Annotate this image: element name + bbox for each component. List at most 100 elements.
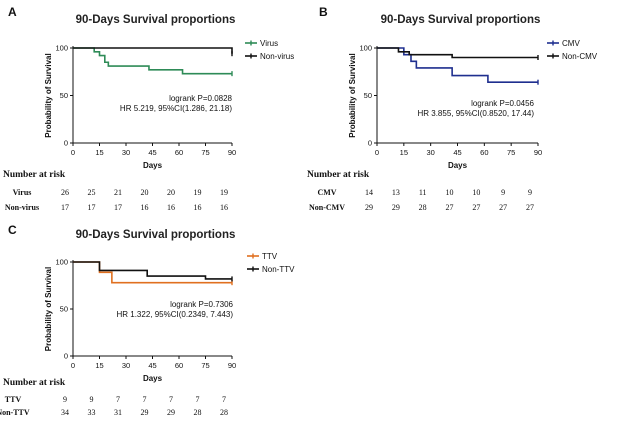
stat-annotation: HR 3.855, 95%CI(0.8520, 17.44) [417, 109, 534, 118]
x-tick-label: 30 [122, 148, 130, 157]
risk-count: 26 [61, 188, 69, 197]
x-tick-label: 0 [71, 148, 75, 157]
risk-count: 7 [169, 395, 173, 404]
legend-label: Virus [260, 39, 278, 48]
risk-count: 25 [88, 188, 96, 197]
risk-count: 27 [446, 203, 454, 212]
survival-curve-non-virus [73, 47, 233, 54]
risk-row-label: CMV [317, 188, 336, 197]
risk-count: 20 [167, 188, 175, 197]
x-tick-label: 60 [480, 148, 488, 157]
legend-label: Non-TTV [262, 265, 295, 274]
legend-label: Non-virus [260, 52, 294, 61]
legend-label: CMV [562, 39, 580, 48]
panel-letter: C [8, 223, 17, 237]
stat-annotation: HR 5.219, 95%CI(1.286, 21.18) [120, 104, 232, 113]
risk-count: 21 [114, 188, 122, 197]
legend-label: TTV [262, 252, 278, 261]
risk-count: 10 [446, 188, 454, 197]
risk-count: 29 [365, 203, 373, 212]
y-tick-label: 100 [55, 44, 68, 53]
survival-curve-non-ttv [73, 261, 232, 280]
survival-curve-cmv [377, 47, 538, 83]
risk-row-label: Virus [13, 188, 32, 197]
risk-count: 28 [194, 408, 202, 417]
risk-table-header: Number at risk [3, 378, 66, 388]
x-tick-label: 75 [201, 148, 209, 157]
risk-table-header: Number at risk [307, 170, 370, 180]
chart-title: 90-Days Survival proportions [76, 14, 236, 26]
x-tick-label: 75 [507, 148, 515, 157]
stat-annotation: logrank P=0.7306 [170, 300, 233, 309]
risk-count: 27 [499, 203, 507, 212]
risk-count: 16 [194, 203, 202, 212]
risk-count: 33 [88, 408, 96, 417]
survival-curve-non-cmv [377, 47, 538, 59]
risk-row-label: Non-virus [5, 203, 39, 212]
stat-annotation: HR 1.322, 95%CI(0.2349, 7.443) [116, 310, 233, 319]
risk-count: 10 [472, 188, 480, 197]
stat-annotation: logrank P=0.0456 [471, 99, 534, 108]
risk-count: 29 [392, 203, 400, 212]
x-tick-label: 15 [400, 148, 408, 157]
y-axis-label: Probability of Survival [348, 53, 357, 137]
x-tick-label: 60 [175, 148, 183, 157]
x-axis-label: Days [448, 161, 468, 170]
y-tick-label: 0 [64, 139, 68, 148]
survival-curve-virus [73, 47, 232, 75]
risk-count: 17 [88, 203, 96, 212]
x-tick-label: 30 [122, 361, 130, 370]
risk-count: 13 [392, 188, 400, 197]
risk-row-label: Non-CMV [309, 203, 345, 212]
y-tick-label: 100 [55, 258, 68, 267]
x-axis-label: Days [143, 161, 163, 170]
x-tick-label: 45 [148, 361, 156, 370]
risk-table-header: Number at risk [3, 170, 66, 180]
risk-count: 17 [114, 203, 122, 212]
x-tick-label: 15 [95, 148, 103, 157]
risk-count: 19 [194, 188, 202, 197]
x-tick-label: 45 [453, 148, 461, 157]
risk-count: 16 [141, 203, 149, 212]
risk-count: 34 [61, 408, 69, 417]
risk-count: 14 [365, 188, 373, 197]
risk-count: 19 [220, 188, 228, 197]
stat-annotation: logrank P=0.0828 [169, 94, 232, 103]
panel-a: A 90-Days Survival proportions 0 50 100 0 15 30… [3, 5, 294, 212]
x-tick-label: 45 [148, 148, 156, 157]
x-tick-label: 75 [201, 361, 209, 370]
y-tick-label: 0 [368, 139, 372, 148]
risk-count: 29 [141, 408, 149, 417]
y-axis-label: Probability of Survival [44, 53, 53, 137]
x-tick-label: 90 [534, 148, 542, 157]
x-tick-label: 0 [71, 361, 75, 370]
risk-count: 20 [141, 188, 149, 197]
risk-count: 27 [472, 203, 480, 212]
risk-count: 31 [114, 408, 122, 417]
y-tick-label: 50 [60, 91, 68, 100]
risk-count: 9 [90, 395, 94, 404]
x-tick-label: 90 [228, 361, 236, 370]
chart-title: 90-Days Survival proportions [381, 14, 541, 26]
panel-letter: A [8, 5, 17, 19]
risk-count: 17 [61, 203, 69, 212]
x-tick-label: 30 [426, 148, 434, 157]
y-tick-label: 50 [364, 91, 372, 100]
x-tick-label: 15 [95, 361, 103, 370]
risk-count: 9 [63, 395, 67, 404]
risk-count: 9 [528, 188, 532, 197]
risk-row-label: TTV [5, 395, 22, 404]
risk-count: 7 [143, 395, 147, 404]
risk-count: 9 [501, 188, 505, 197]
x-tick-label: 0 [375, 148, 379, 157]
panel-letter: B [319, 5, 328, 19]
x-tick-label: 90 [228, 148, 236, 157]
risk-count: 28 [419, 203, 427, 212]
risk-count: 7 [116, 395, 120, 404]
panel-b: B 90-Days Survival proportions 0 50 100 0 15 30… [307, 5, 598, 212]
risk-count: 28 [220, 408, 228, 417]
panel-c: C 90-Days Survival proportions 0 50 100 0 15 30… [0, 223, 295, 417]
risk-row-label: Non-TTV [0, 408, 30, 417]
x-axis-label: Days [143, 374, 163, 383]
